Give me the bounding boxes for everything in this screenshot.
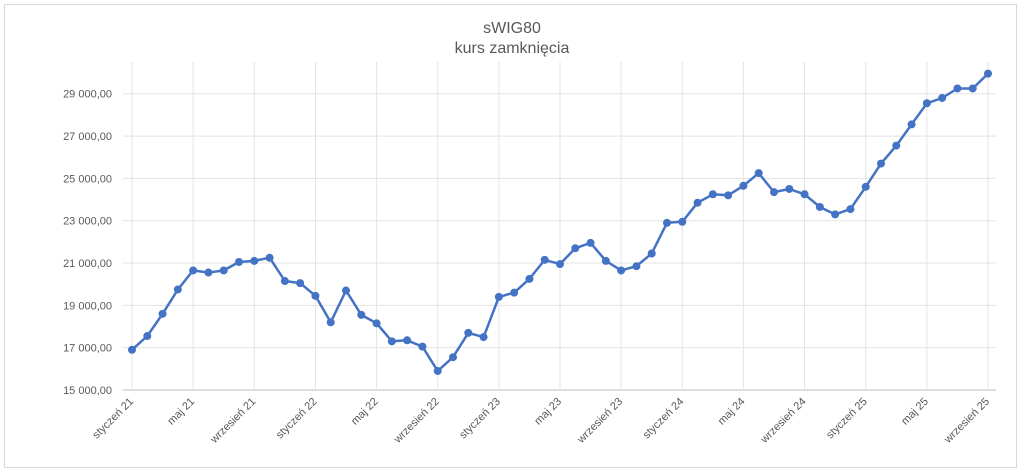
- x-tick-label: maj 25: [899, 396, 931, 428]
- data-point: [663, 218, 671, 227]
- y-tick-label: 25 000,00: [63, 173, 112, 185]
- data-point: [754, 169, 763, 178]
- x-tick-label: maj 21: [165, 396, 197, 428]
- data-point: [953, 84, 962, 93]
- x-tick-label: wrzesień 25: [941, 396, 992, 447]
- data-point: [800, 190, 809, 199]
- data-point: [296, 279, 305, 288]
- x-tick-label: wrzesień 23: [575, 396, 626, 447]
- data-point: [219, 266, 228, 275]
- y-tick-label: 29 000,00: [63, 89, 112, 101]
- data-point: [449, 353, 457, 362]
- data-point: [647, 249, 656, 258]
- data-point: [418, 342, 427, 351]
- data-point: [968, 84, 977, 93]
- data-point: [464, 328, 473, 337]
- data-point: [984, 69, 992, 78]
- data-point: [907, 120, 916, 129]
- data-point: [708, 190, 717, 199]
- data-point: [617, 266, 626, 275]
- data-point: [693, 198, 702, 207]
- data-point: [724, 191, 733, 200]
- series-group: [128, 69, 992, 375]
- data-point: [158, 309, 167, 318]
- x-tick-label: maj 22: [349, 396, 381, 428]
- chart-subtitle: kurs zamknięcia: [454, 40, 570, 57]
- x-axis: styczeń 21 maj 21 wrzesień 21 styczeń 22 maj…: [90, 396, 992, 447]
- data-point: [892, 141, 901, 150]
- y-tick-label: 27 000,00: [63, 131, 112, 143]
- data-point: [479, 333, 488, 342]
- x-tick-label: styczeń 22: [274, 396, 320, 442]
- data-point: [586, 238, 595, 247]
- data-point: [678, 217, 687, 226]
- x-tick-label: styczeń 21: [90, 396, 136, 442]
- data-point: [540, 255, 549, 264]
- data-point: [173, 285, 182, 294]
- x-tick-label: maj 23: [532, 396, 564, 428]
- data-point: [632, 262, 641, 271]
- x-tick-label: wrzesień 22: [391, 396, 442, 447]
- data-point: [372, 319, 381, 328]
- data-point: [387, 337, 396, 346]
- y-axis: 15 000,00 17 000,00 19 000,00 21 000,00 23 0…: [63, 89, 112, 397]
- data-point: [189, 266, 198, 275]
- x-tick-label: maj 24: [716, 396, 748, 428]
- x-tick-label: styczeń 25: [824, 396, 870, 442]
- data-point: [280, 277, 289, 286]
- data-point: [510, 288, 519, 297]
- chart-title: sWIG80: [483, 20, 541, 37]
- data-point: [494, 292, 503, 301]
- data-point: [403, 336, 412, 345]
- y-tick-label: 21 000,00: [63, 258, 112, 270]
- data-point: [204, 268, 213, 277]
- x-tick-label: wrzesień 24: [758, 396, 809, 447]
- data-point: [785, 184, 794, 193]
- data-point: [877, 159, 885, 168]
- data-point: [357, 310, 366, 319]
- y-tick-label: 19 000,00: [63, 300, 112, 312]
- data-point: [846, 205, 855, 214]
- data-point: [128, 345, 136, 354]
- chart-frame: [4, 4, 1017, 468]
- y-tick-label: 15 000,00: [63, 385, 112, 397]
- data-point: [815, 202, 824, 211]
- grid-lines: [123, 62, 996, 391]
- data-point: [556, 260, 564, 269]
- data-point: [739, 181, 748, 190]
- data-point: [342, 286, 350, 295]
- x-tick-label: wrzesień 21: [208, 396, 259, 447]
- data-point: [831, 210, 840, 219]
- data-point: [143, 332, 152, 341]
- x-tick-label: styczeń 24: [641, 396, 687, 442]
- data-point: [601, 256, 610, 265]
- data-point: [938, 93, 947, 102]
- data-point: [326, 318, 335, 327]
- data-point: [265, 253, 274, 262]
- data-point: [571, 244, 580, 253]
- y-tick-label: 23 000,00: [63, 216, 112, 228]
- x-tick-label: styczeń 23: [457, 396, 503, 442]
- data-point: [861, 182, 870, 191]
- data-point: [250, 256, 259, 265]
- data-point: [433, 366, 442, 375]
- data-point: [922, 99, 931, 108]
- data-point: [770, 188, 778, 197]
- data-point: [525, 274, 534, 283]
- y-tick-label: 17 000,00: [63, 343, 112, 355]
- data-point: [235, 257, 243, 266]
- data-point: [311, 291, 320, 300]
